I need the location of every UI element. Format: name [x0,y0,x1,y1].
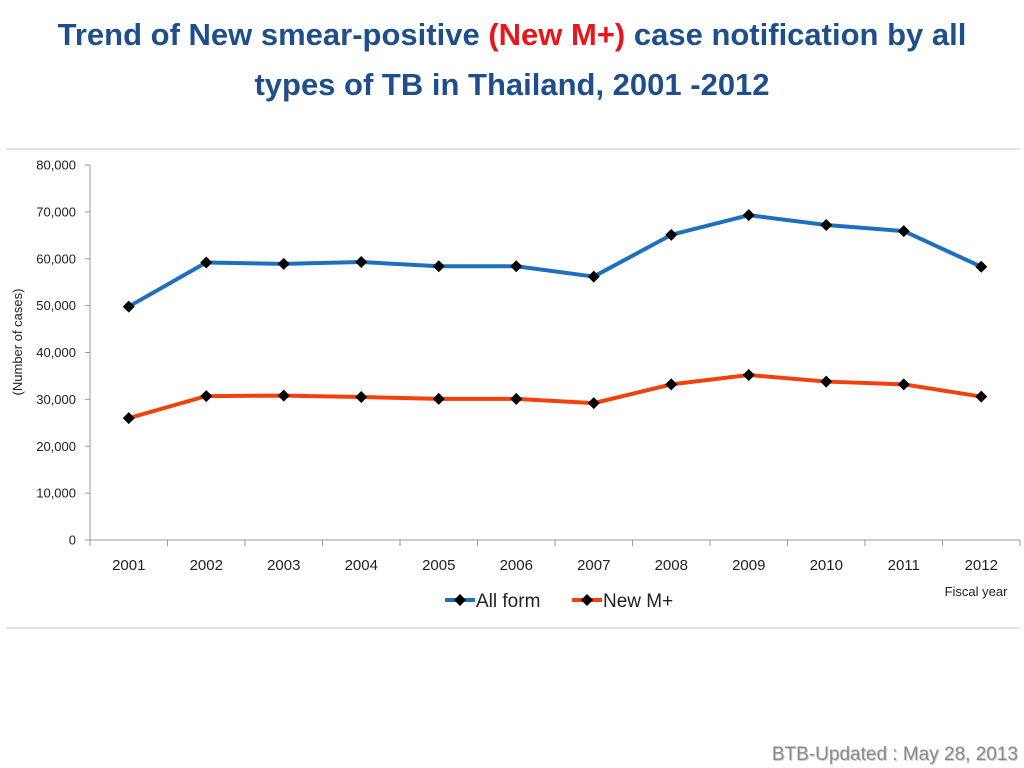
y-axis-label: (Number of cases) [10,289,25,396]
chart-title: Trend of New smear-positive (New M+) cas… [0,10,1024,110]
legend: All form New M+ [445,591,673,612]
x-tick-label: 2010 [810,557,843,574]
x-tick-label: 2009 [732,557,765,574]
legend-label: All form [476,591,540,612]
data-point [432,392,445,405]
data-point [122,300,135,313]
series-line-all-form [127,213,983,309]
axes: 0 10,000 20,000 30,000 40,000 50,000 60,000 70,… [36,158,1021,574]
x-tick-label: 2003 [267,557,300,574]
data-point [587,397,600,410]
x-tick-label: 2005 [422,557,455,574]
y-tick-label: 10,000 [36,486,76,501]
data-point [510,392,523,405]
x-axis-label: Fiscal year [945,584,1009,599]
x-tick-label: 2006 [500,557,533,574]
x-tick-label: 2011 [888,557,920,574]
y-tick-label: 50,000 [36,298,76,313]
x-tick-label: 2007 [577,557,610,574]
data-point [587,270,600,283]
data-point [665,378,678,391]
footer-update-note: BTB-Updated : May 28, 2013 [771,744,1018,765]
title-highlight: (New M+) [488,17,626,52]
title-part-3: case notification by all [625,17,967,52]
title-part-1: Trend of New smear-positive [57,17,489,52]
data-point [277,257,290,270]
data-point [897,225,910,238]
y-tick-label: 70,000 [36,204,76,219]
legend-marker [454,594,466,606]
data-point [975,390,988,403]
title-line-1: Trend of New smear-positive (New M+) cas… [0,10,1024,60]
x-tick-label: 2012 [965,557,998,574]
y-tick-label: 20,000 [36,439,76,454]
data-point [975,260,988,273]
data-point [122,412,135,425]
x-tick-label: 2002 [190,557,223,574]
title-line-2: types of TB in Thailand, 2001 -2012 [254,67,770,102]
data-point [820,219,833,231]
x-tick-label: 2008 [655,557,688,574]
legend-label: New M+ [603,591,673,612]
data-point [200,390,213,403]
data-point [742,369,755,381]
series-layer [122,209,988,425]
y-tick-label: 30,000 [36,392,76,407]
data-point [897,378,910,391]
y-tick-label: 40,000 [36,345,76,360]
y-tick-label: 0 [69,533,76,548]
data-point [432,260,445,273]
y-tick-label: 60,000 [36,251,76,266]
data-point [665,228,678,241]
data-point [355,256,368,269]
y-tick-label: 80,000 [36,158,76,173]
data-point [355,391,368,404]
data-point [820,375,833,388]
series-line-new-m [128,373,982,421]
data-point [200,256,213,269]
x-tick-label: 2004 [345,557,378,574]
legend-marker [581,594,593,606]
x-tick-label: 2001 [112,557,145,574]
data-point [277,389,290,402]
data-point [742,209,755,222]
data-point [510,260,523,273]
